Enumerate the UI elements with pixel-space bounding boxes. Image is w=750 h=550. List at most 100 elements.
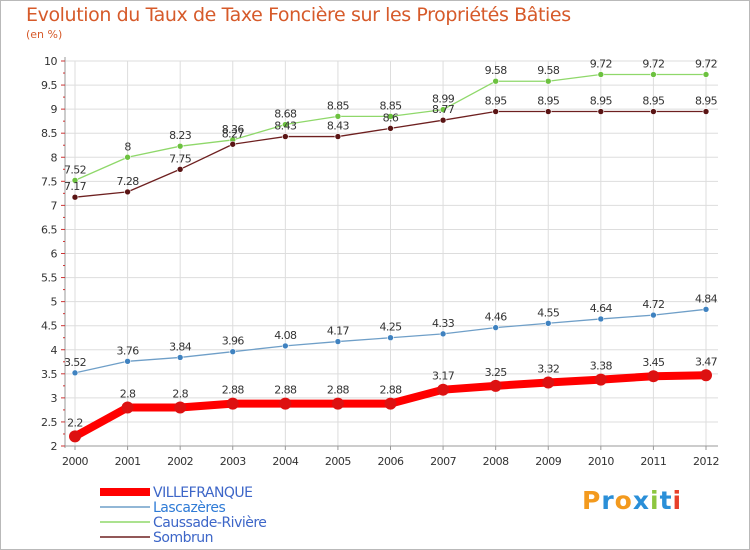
proxiti-logo: Proxiti	[582, 486, 682, 515]
data-label: 8.43	[274, 120, 297, 133]
data-point	[439, 116, 447, 124]
data-label: 3.76	[117, 344, 140, 357]
data-point	[331, 397, 344, 410]
x-tick-label: 2003	[220, 455, 246, 468]
x-tick-label: 2006	[378, 455, 404, 468]
data-point	[121, 401, 134, 414]
x-tick-label: 2000	[62, 455, 88, 468]
data-label: 4.25	[379, 321, 402, 334]
data-point	[439, 106, 447, 113]
data-label: 8.36	[222, 123, 245, 136]
data-label: 4.64	[590, 302, 613, 315]
data-point	[594, 373, 607, 386]
data-point	[384, 397, 397, 410]
y-tick-label: 3	[51, 392, 58, 405]
data-point	[439, 330, 447, 338]
data-label: 8.68	[274, 108, 297, 121]
x-tick-label: 2011	[640, 455, 666, 468]
legend: VILLEFRANQUELascazèresCaussade-RivièreSo…	[100, 485, 267, 546]
data-point	[334, 338, 342, 345]
data-label: 3.84	[169, 340, 192, 353]
data-label: 4.33	[432, 317, 455, 330]
data-point	[650, 71, 657, 78]
data-point	[544, 319, 552, 327]
data-point	[542, 376, 555, 389]
data-label: 3.96	[222, 335, 245, 348]
data-point	[71, 177, 79, 184]
data-label: 2.8	[172, 388, 188, 401]
y-tick-label: 2	[51, 440, 58, 453]
x-tick-label: 2007	[430, 455, 456, 468]
data-label: 4.84	[695, 292, 718, 305]
data-label: 8.99	[432, 93, 455, 106]
x-tick-label: 2002	[167, 455, 193, 468]
data-label: 7.75	[169, 152, 192, 165]
data-point	[124, 188, 131, 196]
data-point	[282, 133, 289, 140]
data-point	[647, 370, 660, 383]
data-label: 3.45	[642, 356, 665, 369]
data-point	[334, 113, 342, 120]
data-label: 9.58	[485, 64, 508, 77]
x-tick-label: 2010	[588, 455, 614, 468]
x-tick-label: 2012	[693, 455, 719, 468]
logo-letter: r	[601, 486, 615, 515]
legend-label: Lascazères	[153, 500, 225, 516]
data-point	[489, 379, 502, 392]
y-tick-label: 7	[51, 199, 58, 212]
data-label: 2.88	[379, 384, 402, 397]
data-point	[71, 369, 79, 377]
data-point	[124, 357, 131, 365]
data-point	[174, 401, 187, 414]
data-label: 8.95	[537, 95, 560, 108]
data-point	[279, 397, 292, 410]
x-tick-label: 2001	[115, 455, 141, 468]
data-point	[282, 342, 289, 350]
series-group	[69, 71, 712, 443]
y-tick-label: 8.5	[41, 127, 57, 140]
y-tick-label: 5.5	[41, 272, 57, 285]
data-label: 8.95	[485, 95, 508, 108]
y-tick-label: 4	[51, 344, 58, 357]
data-point	[597, 108, 605, 115]
data-label: 8.77	[432, 103, 455, 116]
data-point	[492, 108, 499, 115]
data-label: 8.27	[222, 127, 245, 140]
data-point	[544, 108, 552, 115]
y-tick-label: 5	[51, 296, 58, 309]
data-label: 4.72	[642, 298, 664, 311]
x-tick-label: 2005	[325, 455, 351, 468]
logo-letter: o	[614, 486, 633, 515]
data-label: 8.95	[642, 95, 665, 108]
chart-title: Evolution du Taux de Taxe Foncière sur l…	[26, 4, 571, 26]
data-label: 9.72	[590, 57, 612, 70]
data-point	[387, 334, 394, 342]
data-point	[176, 142, 184, 150]
y-tick-label: 3.5	[41, 368, 57, 381]
data-point	[334, 133, 342, 140]
data-label: 8.85	[327, 99, 350, 112]
y-tick-label: 6	[51, 248, 58, 261]
data-point	[387, 125, 394, 132]
data-label: 2.88	[274, 384, 297, 397]
x-tick-label: 2004	[272, 455, 298, 468]
data-point	[702, 108, 710, 115]
data-label: 4.46	[485, 311, 508, 324]
y-tick-label: 8	[51, 151, 58, 164]
data-labels: 2.2 2.8 2.8 2.88 2.88 2.88 2.88 3.17 3.25 3.32 3.3…	[64, 57, 718, 429]
data-point	[702, 306, 710, 313]
y-tick-label: 4.5	[41, 320, 57, 333]
data-point	[176, 354, 184, 361]
data-label: 3.32	[537, 362, 559, 375]
data-label: 3.47	[695, 355, 718, 368]
y-tick-label: 7.5	[41, 175, 57, 188]
legend-label: VILLEFRANQUE	[153, 485, 253, 501]
data-label: 9.58	[537, 64, 560, 77]
data-point	[69, 430, 81, 443]
data-point	[226, 397, 239, 410]
data-label: 7.52	[64, 163, 86, 176]
data-point	[492, 324, 499, 331]
data-label: 4.55	[537, 306, 560, 319]
